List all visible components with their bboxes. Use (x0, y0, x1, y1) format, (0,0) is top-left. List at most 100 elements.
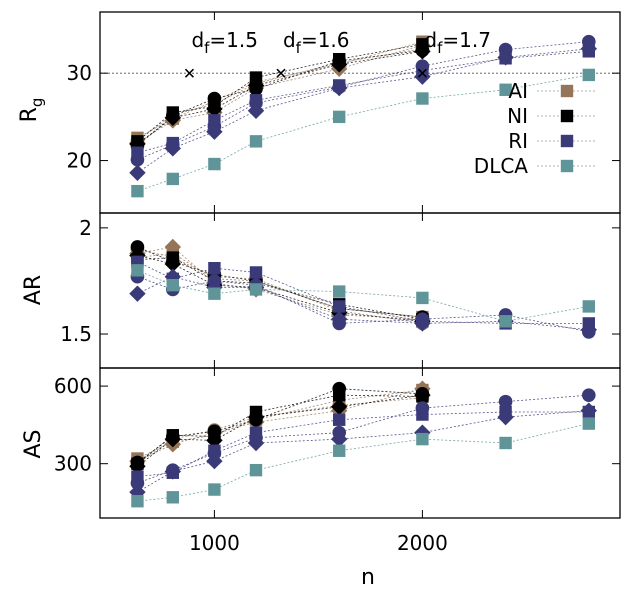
point-2-9-0 (131, 494, 144, 508)
ytick-label-0-1: 30 (67, 61, 92, 85)
legend-label-RI: RI (508, 129, 528, 153)
point-0-5-5 (415, 43, 430, 58)
point-1-9-3 (249, 283, 263, 296)
point-1-8-2 (207, 274, 222, 288)
point-2-9-6 (499, 436, 512, 450)
point-2-8-0 (130, 476, 145, 490)
series-line-0-1 (137, 44, 423, 144)
ylabel-rg: Rg (17, 98, 46, 123)
xtick-label-1: 2000 (397, 531, 448, 555)
legend-marker-RI (560, 134, 574, 148)
point-0-7-7 (580, 40, 597, 57)
point-2-8-2 (207, 446, 222, 461)
ylabel-rg-sub: g (28, 98, 46, 108)
series-line-0-0 (137, 41, 423, 139)
point-1-9-4 (333, 285, 346, 298)
series-line-2-5 (137, 388, 423, 463)
ylabel-as: AS (21, 429, 46, 458)
point-1-9-7 (582, 300, 595, 313)
point-1-9-0 (131, 264, 144, 277)
series-line-2-0 (137, 389, 423, 459)
series-line-0-7 (137, 48, 589, 174)
point-0-5-4 (332, 54, 347, 68)
legend-label-DLCA: DLCA (474, 154, 529, 178)
point-0-8-1 (166, 138, 180, 152)
legend-marker-DLCA (560, 159, 574, 173)
point-1-8-5 (415, 312, 430, 326)
point-0-9-6 (499, 83, 512, 96)
series-line-1-0 (137, 252, 423, 318)
point-1-9-1 (166, 278, 179, 292)
point-1-1-1 (164, 238, 181, 256)
series-line-0-2 (137, 48, 423, 141)
series-line-0-6 (137, 50, 589, 154)
series-line-1-7 (137, 276, 589, 331)
series-line-2-6 (137, 411, 589, 478)
series-line-0-8 (137, 41, 589, 161)
series-line-2-4 (137, 394, 423, 467)
point-2-6-4 (333, 413, 346, 426)
series-markers-layer (129, 34, 597, 508)
xtick-label-0: 1000 (189, 531, 240, 555)
point-0-8-3 (249, 96, 263, 110)
point-1-6-3 (249, 266, 263, 279)
point-1-5-1 (166, 255, 180, 269)
annotation-cross-0 (184, 68, 194, 78)
series-line-1-9 (137, 269, 589, 322)
point-1-8-4 (332, 316, 347, 331)
point-0-9-0 (131, 184, 144, 198)
point-2-8-1 (166, 463, 180, 477)
point-0-7-0 (129, 164, 146, 181)
point-2-5-5 (415, 387, 430, 401)
point-2-9-4 (333, 444, 346, 457)
series-line-1-6 (137, 261, 589, 324)
annotation-cross-1 (276, 68, 286, 78)
ylabel-rg-main: R (17, 107, 42, 122)
point-1-5-0 (130, 240, 145, 254)
point-2-5-1 (166, 429, 180, 444)
series-line-2-7 (137, 410, 589, 493)
markers-panel-1 (129, 238, 597, 339)
series-line-1-4 (137, 255, 423, 322)
point-2-8-7 (582, 388, 596, 402)
point-0-5-2 (207, 91, 222, 106)
point-2-8-6 (498, 394, 513, 409)
point-1-6-2 (208, 262, 221, 275)
series-line-0-3 (137, 43, 423, 142)
panel-frame-as (99, 367, 621, 519)
point-0-8-6 (498, 42, 513, 57)
point-0-9-4 (333, 110, 346, 124)
point-0-9-7 (582, 68, 595, 82)
series-line-2-3 (137, 394, 423, 465)
point-2-9-1 (166, 491, 179, 504)
ylabel-ar: AR (21, 275, 46, 305)
point-2-9-7 (582, 417, 595, 430)
annotation-label-0: df=1.5 (191, 28, 258, 57)
ytick-label-2-0: 300 (54, 452, 92, 476)
markers-panel-0 (129, 34, 597, 198)
series-line-0-5 (137, 50, 423, 147)
point-2-8-5 (415, 401, 430, 415)
point-0-8-7 (582, 34, 596, 49)
point-0-4-2 (206, 100, 223, 118)
point-0-9-3 (249, 135, 263, 148)
point-1-9-6 (499, 315, 512, 328)
series-line-2-2 (137, 397, 423, 465)
point-2-8-3 (249, 431, 263, 445)
point-2-9-5 (416, 432, 429, 446)
markers-panel-2 (129, 380, 597, 508)
ytick-label-0-0: 20 (67, 149, 92, 173)
point-2-5-4 (332, 381, 347, 396)
annotation-label-1: df=1.6 (283, 28, 350, 57)
ticks-layer: 20 30 1.5 2 300 600 1000 2000 (54, 12, 620, 555)
point-2-5-0 (130, 455, 145, 470)
annotations-layer: df=1.5 df=1.6 df=1.7 (184, 28, 491, 78)
series-line-1-2 (137, 248, 423, 324)
legend-marker-NI (560, 109, 574, 123)
series-line-2-1 (137, 388, 423, 462)
point-1-7-0 (129, 285, 146, 302)
lines-panel-2 (137, 388, 589, 502)
point-0-9-1 (166, 172, 179, 186)
